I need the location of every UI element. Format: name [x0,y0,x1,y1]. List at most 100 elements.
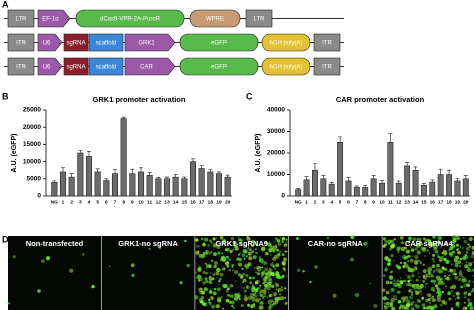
cell [454,298,457,300]
error-bar [191,158,195,162]
cell [158,246,162,249]
cell [455,261,459,265]
cell [431,298,436,302]
cell [225,298,230,303]
cell [429,242,432,246]
cell [251,239,255,243]
cell [382,296,385,300]
cell [403,256,407,260]
cell [198,297,203,302]
cell [395,264,399,268]
element-arrow [37,9,71,28]
cell [443,251,448,256]
cell [384,305,388,310]
cell [266,296,268,299]
cell [108,265,111,268]
y-tick-label: 25000 [23,107,41,114]
error-bar [225,174,230,178]
cell [259,287,261,289]
error-bar [304,176,309,180]
cell [454,276,459,280]
element-box [88,57,124,76]
bar [189,161,197,197]
cell [284,250,287,253]
cell [254,251,257,254]
cell [252,290,254,292]
cell [400,277,402,279]
element-box [7,33,35,52]
bar [172,176,179,197]
cell [470,290,473,293]
cell [274,267,277,270]
cell [457,305,460,308]
cell [467,243,470,246]
cell [243,257,246,260]
x-tick-label: 15 [421,199,427,205]
cell [436,287,439,290]
x-tick-label: 19 [216,199,222,205]
cell [216,244,221,249]
bar [146,175,153,197]
cell [211,304,216,309]
cell [410,301,413,305]
cell [411,307,415,310]
cell [395,281,398,284]
cell [455,291,460,296]
cell [429,302,431,304]
error-bar [396,180,401,184]
cell [256,266,260,270]
cell [428,271,431,274]
error-bar [113,169,117,174]
cell [450,307,454,310]
bar [155,178,162,197]
cell [218,280,221,283]
cell [220,256,225,260]
cell [255,298,260,303]
cell [228,258,231,261]
cell [268,248,273,253]
cell [387,239,392,244]
cell [396,291,399,293]
cell [450,290,453,293]
cell [247,246,250,248]
cell [467,268,471,272]
cell [417,257,419,259]
cell [216,287,221,292]
bar [345,180,352,197]
bar [387,142,394,197]
cell [213,264,217,269]
cell [445,243,448,247]
x-tick-label: 17 [199,199,205,205]
cell [417,240,419,242]
cell [268,291,270,294]
cell [256,294,258,296]
cell [274,237,279,241]
cell [425,282,428,285]
y-tick-label: 20000 [267,150,285,157]
cell [203,303,207,307]
cell [285,238,288,241]
cell [383,274,386,277]
cell [259,284,262,287]
cell [432,253,436,257]
cell [262,297,265,300]
chart-title: GRK1 promoter activation [93,95,186,104]
cell [202,271,206,274]
cell [424,286,427,288]
cell [437,255,441,259]
bar [404,165,411,197]
cell [416,237,420,241]
cell [258,256,262,259]
cell [411,284,415,287]
element-box [63,33,89,52]
cell [208,239,212,243]
error-bar [78,149,83,153]
cell [392,239,395,242]
cell [233,241,237,245]
bar [395,182,402,197]
bar [103,180,110,197]
x-tick-label: NG [51,199,58,205]
error-bar [346,177,351,181]
bar [120,118,127,197]
cell [215,237,218,239]
